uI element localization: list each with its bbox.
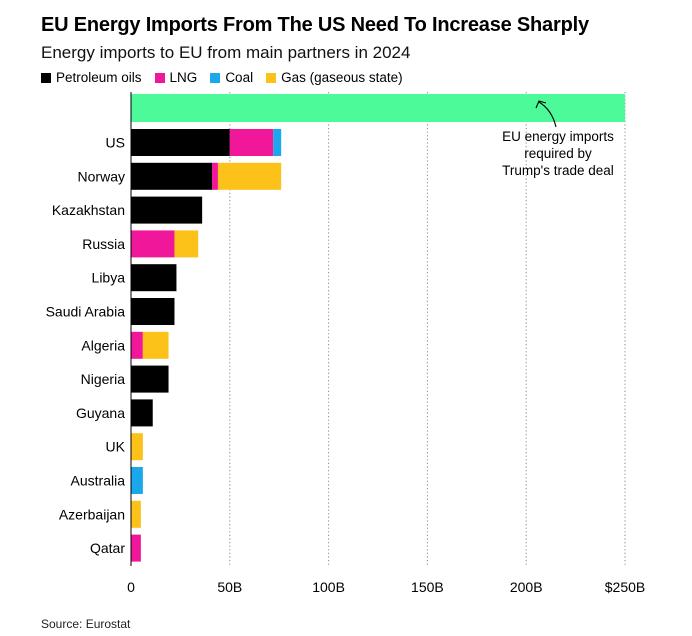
annotation-text: Trump's trade deal [502,163,614,178]
legend-swatch-lng [154,72,165,83]
legend-label-coal: Coal [225,70,254,85]
bar-segment [131,264,177,292]
category-label: Guyana [76,405,125,421]
category-label: US [106,135,125,151]
bar-segment [131,365,169,393]
x-tick-label: 100B [312,579,345,595]
category-label: Kazakhstan [52,202,125,218]
bar-segment [174,230,199,258]
x-tick-label: 150B [411,579,444,595]
annotation-arrowhead [535,100,547,109]
category-label: UK [106,439,126,455]
chart-title: EU Energy Imports From The US Need To In… [41,14,589,36]
bar-segment [131,196,203,224]
bar-segment [131,467,143,494]
x-tick-label: 0 [127,579,135,595]
annotation-text: required by [524,146,592,161]
x-tick-label: 50B [217,579,242,595]
legend-label-petroleum: Petroleum oils [56,70,142,85]
legend-item-gas: Gas (gaseous state) [266,70,403,85]
bar-segment [229,129,274,156]
legend-swatch-gas [266,72,277,83]
bar-segment [131,534,141,562]
chart-subtitle: Energy imports to EU from main partners … [41,43,411,62]
bar-segment [131,399,153,427]
legend-item-lng: LNG [154,70,198,85]
category-label: Azerbaijan [59,506,125,522]
annotation-arrow [538,101,557,128]
bar-segment [131,230,175,258]
category-label: Russia [82,236,125,252]
bar-segment [273,129,282,156]
bar-segment [131,298,175,325]
bar-segment [131,433,143,461]
bar-segment [131,129,230,156]
x-tick-label: 200B [510,579,543,595]
source-note: Source: Eurostat [41,617,131,631]
category-label: Saudi Arabia [46,304,126,320]
legend: Petroleum oils LNG Coal Gas (gaseous sta… [41,70,416,85]
legend-item-coal: Coal [210,70,253,85]
bar-segment [131,500,141,528]
category-label: Norway [78,168,125,184]
legend-item-petroleum: Petroleum oils [41,70,142,85]
bar-segment [131,162,213,190]
target-bar [131,94,625,122]
legend-label-lng: LNG [169,70,198,85]
category-label: Nigeria [81,371,126,387]
bar-segment [212,162,218,190]
category-label: Qatar [90,540,125,556]
category-label: Australia [71,473,126,489]
bar-segment [142,331,169,359]
category-label: Algeria [81,337,125,353]
category-label: Libya [92,270,126,286]
annotation-text: EU energy imports [502,129,614,144]
bar-segment [217,162,282,190]
legend-swatch-coal [210,72,221,83]
legend-label-gas: Gas (gaseous state) [281,70,403,85]
bar-segment [131,331,143,359]
legend-swatch-petroleum [41,72,51,83]
x-tick-label: $250B [605,579,645,595]
